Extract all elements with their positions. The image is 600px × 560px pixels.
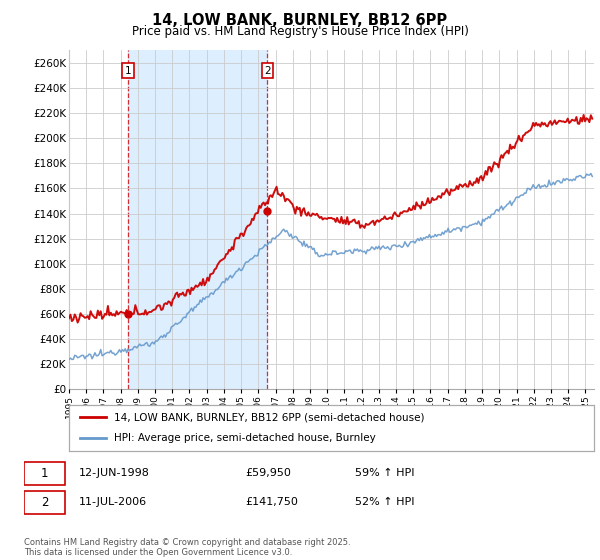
Text: 1: 1	[125, 66, 131, 76]
Text: HPI: Average price, semi-detached house, Burnley: HPI: Average price, semi-detached house,…	[113, 433, 376, 444]
FancyBboxPatch shape	[24, 491, 65, 514]
Text: £141,750: £141,750	[245, 497, 298, 507]
Text: 2: 2	[41, 496, 49, 509]
FancyBboxPatch shape	[24, 462, 65, 485]
Text: 2: 2	[264, 66, 271, 76]
Text: 14, LOW BANK, BURNLEY, BB12 6PP: 14, LOW BANK, BURNLEY, BB12 6PP	[152, 13, 448, 28]
Text: Contains HM Land Registry data © Crown copyright and database right 2025.
This d: Contains HM Land Registry data © Crown c…	[24, 538, 350, 557]
Bar	[128, 50, 268, 389]
Text: Price paid vs. HM Land Registry's House Price Index (HPI): Price paid vs. HM Land Registry's House …	[131, 25, 469, 38]
Text: 59% ↑ HPI: 59% ↑ HPI	[355, 468, 415, 478]
Text: 52% ↑ HPI: 52% ↑ HPI	[355, 497, 415, 507]
Text: 11-JUL-2006: 11-JUL-2006	[79, 497, 148, 507]
Text: £59,950: £59,950	[245, 468, 290, 478]
Text: 14, LOW BANK, BURNLEY, BB12 6PP (semi-detached house): 14, LOW BANK, BURNLEY, BB12 6PP (semi-de…	[113, 412, 424, 422]
Text: 12-JUN-1998: 12-JUN-1998	[79, 468, 150, 478]
Text: 1: 1	[41, 466, 49, 480]
